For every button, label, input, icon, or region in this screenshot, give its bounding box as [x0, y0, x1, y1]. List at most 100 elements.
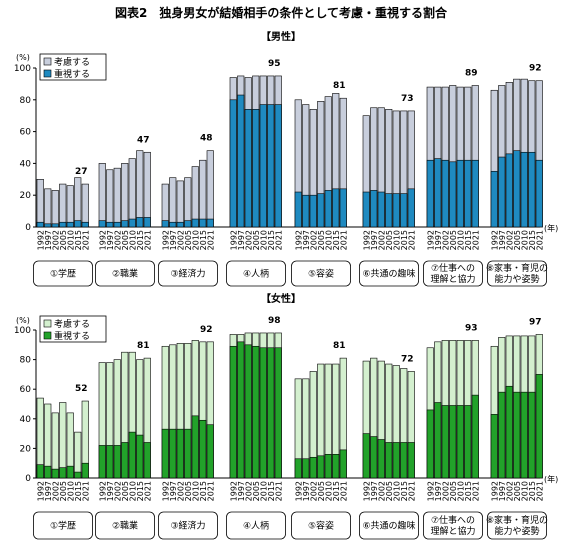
x-tick-label: 2002	[441, 230, 450, 250]
x-tick-label: 2002	[377, 481, 386, 501]
category-label: ⑧家事・育児の	[486, 514, 548, 526]
category-label: ⑥共通の趣味	[362, 520, 415, 532]
x-tick-label: 2010	[259, 481, 268, 501]
category-box	[423, 260, 483, 287]
bar-emphasize	[392, 442, 400, 479]
x-tick-label: 2015	[464, 230, 473, 250]
x-tick-label: 2010	[392, 230, 401, 250]
bar-emphasize	[169, 428, 177, 479]
x-tick-label: 2021	[81, 230, 90, 250]
category-label: ③経済力	[170, 268, 205, 280]
data-label: 93	[465, 323, 478, 333]
x-tick-label: 1997	[498, 230, 507, 250]
bar-emphasize	[456, 159, 464, 228]
data-label: 97	[529, 317, 542, 327]
bar-emphasize	[199, 419, 207, 479]
y-tick-label: 0	[25, 474, 31, 484]
x-tick-label: 1997	[370, 481, 379, 501]
bar-emphasize	[51, 223, 59, 228]
x-tick-label: 1992	[36, 230, 45, 250]
x-tick-label: 2021	[407, 481, 416, 501]
x-tick-label: 2015	[199, 230, 208, 250]
bar-emphasize	[36, 464, 44, 479]
category-label: ①学歴	[50, 520, 76, 532]
bar-emphasize	[362, 433, 370, 479]
bar-emphasize	[332, 188, 340, 228]
x-tick-label: 1992	[490, 481, 499, 501]
bar-emphasize	[407, 442, 415, 479]
bar-emphasize	[136, 434, 144, 479]
x-tick-label: 2021	[206, 230, 215, 250]
category-box	[226, 260, 286, 287]
x-tick-label: 2002	[176, 230, 185, 250]
bar-emphasize	[244, 109, 252, 228]
x-tick-label: 2002	[505, 481, 514, 501]
x-tick-label: 2002	[309, 230, 318, 250]
bar-emphasize	[513, 391, 521, 479]
x-tick-label: 1997	[434, 230, 443, 250]
x-tick-label: 2015	[136, 481, 145, 501]
bar-emphasize	[66, 221, 74, 228]
data-label: 47	[137, 135, 150, 145]
data-label: 81	[137, 341, 150, 351]
bar-emphasize	[498, 156, 506, 228]
data-label: 27	[75, 167, 88, 177]
category-box	[291, 260, 351, 287]
bar-emphasize	[317, 455, 325, 479]
bar-emphasize	[464, 159, 472, 228]
x-tick-label: 2005	[252, 230, 261, 250]
x-tick-label: 2005	[513, 230, 522, 250]
category-box	[95, 260, 155, 287]
y-tick-label: 0	[25, 223, 31, 233]
bar-emphasize	[294, 191, 302, 228]
bar-emphasize	[274, 104, 282, 228]
bar-emphasize	[252, 109, 260, 228]
x-tick-label: 2002	[505, 230, 514, 250]
bar-emphasize	[471, 159, 479, 228]
x-tick-label: 1997	[370, 230, 379, 250]
x-tick-label: 2002	[244, 230, 253, 250]
x-tick-label: 2005	[385, 230, 394, 250]
panel-title: 【女性】	[261, 292, 301, 305]
bar-emphasize	[294, 458, 302, 479]
bar-emphasize	[244, 344, 252, 479]
bar-emphasize	[434, 158, 442, 228]
x-tick-label: 1997	[302, 481, 311, 501]
x-unit-label: (年)	[544, 474, 558, 484]
bar-emphasize	[237, 94, 245, 228]
y-tick-label: 60	[20, 128, 32, 138]
bar-emphasize	[407, 188, 415, 228]
bar-emphasize	[81, 462, 89, 479]
x-tick-label: 2002	[244, 481, 253, 501]
x-tick-label: 2010	[520, 230, 529, 250]
bar-emphasize	[128, 431, 136, 479]
x-tick-label: 2021	[274, 230, 283, 250]
bar-emphasize	[377, 191, 385, 228]
x-tick-label: 2002	[309, 481, 318, 501]
bar-emphasize	[426, 409, 434, 479]
data-label: 98	[268, 316, 281, 326]
bar-emphasize	[400, 193, 408, 228]
bar-emphasize	[191, 218, 199, 228]
x-tick-label: 2002	[176, 481, 185, 501]
bar-emphasize	[449, 161, 457, 228]
bar-emphasize	[143, 442, 151, 479]
bar-emphasize	[441, 405, 449, 479]
bar-emphasize	[449, 405, 457, 479]
legend-label: 考慮する	[54, 318, 90, 330]
x-tick-label: 1997	[498, 481, 507, 501]
x-tick-label: 1992	[36, 481, 45, 501]
bar-emphasize	[490, 414, 498, 479]
category-box	[487, 260, 547, 287]
x-tick-label: 2021	[143, 230, 152, 250]
data-label: 92	[200, 325, 213, 335]
